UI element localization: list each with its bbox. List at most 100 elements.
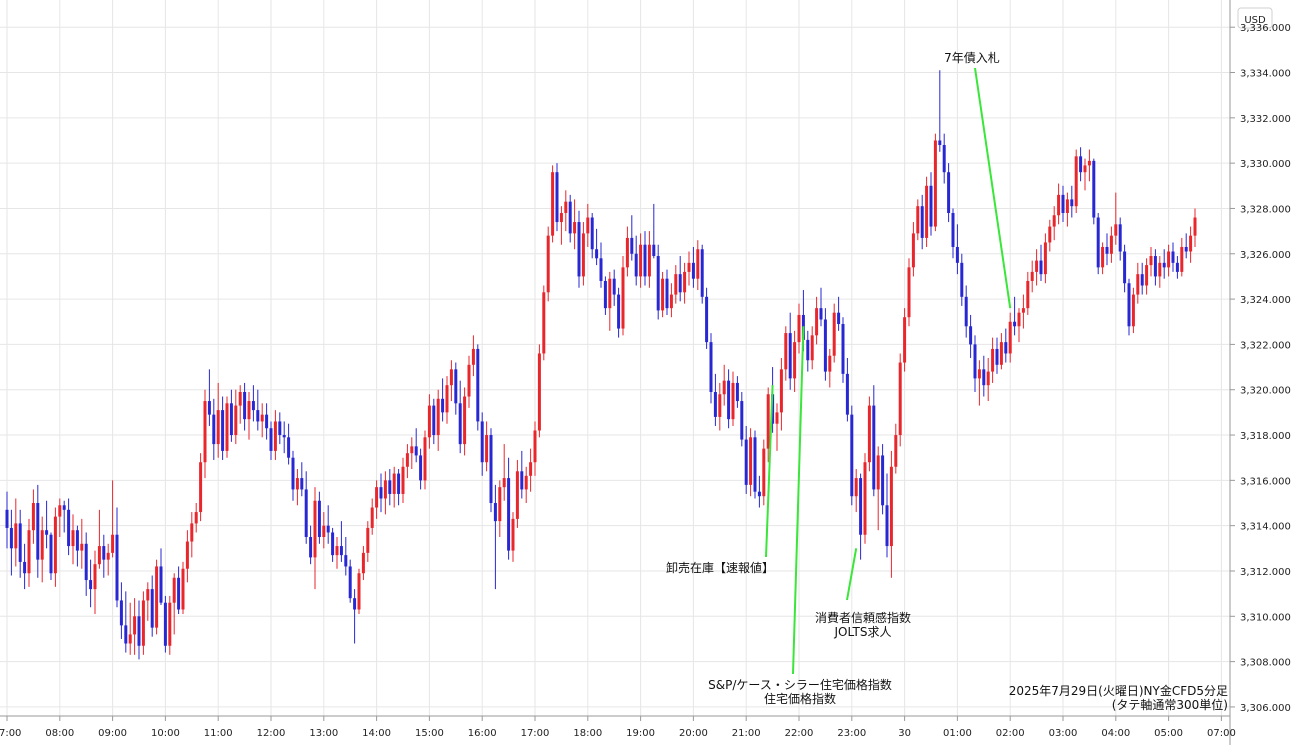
- candle-body: [1026, 280, 1030, 309]
- candle-body: [916, 206, 920, 234]
- candle-body: [212, 414, 216, 445]
- candle-body: [520, 471, 524, 490]
- candle-body: [111, 534, 115, 553]
- candle-body: [533, 430, 537, 463]
- time-tick-label: 08:00: [45, 728, 74, 739]
- candle-body: [124, 625, 128, 644]
- candle-body: [49, 534, 53, 574]
- candle-body: [1030, 271, 1034, 281]
- candle-body: [1039, 260, 1043, 275]
- candle-body: [392, 473, 396, 494]
- chart-footnote-line1: 2025年7月29日(火曜日)NY金CFD5分足: [1009, 683, 1228, 698]
- candle-body: [89, 580, 93, 590]
- candle-body: [203, 401, 207, 463]
- candle-body: [445, 385, 449, 413]
- candle-body: [1105, 246, 1109, 254]
- time-tick-label: 12:00: [257, 728, 286, 739]
- candle-body: [845, 373, 849, 415]
- candle-body: [80, 543, 84, 551]
- candle-body: [40, 530, 44, 560]
- candle-body: [529, 462, 533, 476]
- candle-body: [190, 523, 194, 542]
- candle-body: [797, 314, 801, 343]
- candle-body: [815, 308, 819, 336]
- candle-body: [903, 317, 907, 363]
- price-tick-label: 3,314.000: [1240, 522, 1291, 533]
- candle-body: [762, 448, 766, 497]
- axes: USD: [0, 0, 1273, 745]
- candle-body: [731, 382, 735, 420]
- time-tick-label: 13:00: [309, 728, 338, 739]
- candle-body: [436, 398, 440, 436]
- candle-body: [647, 244, 651, 277]
- time-tick-label: 03:00: [1049, 728, 1078, 739]
- candle-body: [511, 518, 515, 551]
- candle-body: [925, 185, 929, 238]
- candle-body: [1162, 262, 1166, 268]
- candle-body: [977, 369, 981, 379]
- candle-body: [335, 546, 339, 556]
- candle-body: [432, 405, 436, 436]
- candle-body: [467, 364, 471, 397]
- candle-body: [463, 396, 467, 445]
- candle-body: [1180, 246, 1184, 272]
- candle-body: [326, 525, 330, 533]
- candle-body: [1118, 224, 1122, 252]
- currency-badge[interactable]: [1237, 7, 1273, 29]
- candle-body: [194, 512, 198, 524]
- candle-body: [625, 237, 629, 268]
- candle-body: [960, 262, 964, 297]
- candle-body: [1079, 156, 1083, 173]
- candle-body: [265, 414, 269, 429]
- candle-body: [489, 435, 493, 504]
- candle-body: [1052, 215, 1056, 227]
- time-tick-label: 04:00: [1101, 728, 1130, 739]
- candle-body: [401, 466, 405, 494]
- candle-body: [159, 566, 163, 603]
- price-tick-label: 3,332.000: [1240, 114, 1291, 125]
- candle-body: [458, 403, 462, 445]
- candle-body: [1171, 251, 1175, 263]
- callout-label: 7年債入札: [944, 50, 1000, 65]
- price-tick-label: 3,334.000: [1240, 69, 1291, 80]
- candle-body: [863, 462, 867, 535]
- candle-body: [819, 308, 823, 320]
- candle-body: [595, 249, 599, 259]
- candle-body: [58, 505, 62, 517]
- candle-body: [375, 487, 379, 508]
- candle-body: [639, 244, 643, 277]
- candle-body: [238, 391, 242, 406]
- candle-body: [696, 249, 700, 279]
- candle-body: [876, 455, 880, 490]
- candle-body: [951, 212, 955, 247]
- candle-body: [854, 478, 858, 497]
- candle-body: [656, 256, 660, 311]
- currency-label: USD: [1244, 15, 1266, 26]
- candle-body: [573, 222, 577, 234]
- candle-body: [665, 278, 669, 309]
- candle-body: [304, 489, 308, 537]
- candle-body: [185, 541, 189, 569]
- candle-body: [788, 333, 792, 379]
- candle-body: [986, 371, 990, 386]
- candle-body: [537, 353, 541, 431]
- candle-body: [141, 600, 145, 646]
- candle-body: [586, 217, 590, 234]
- candle-body: [1149, 256, 1153, 266]
- candle-body: [256, 410, 260, 422]
- candle-body: [757, 491, 761, 497]
- candle-body: [1096, 217, 1100, 268]
- candle-body: [414, 446, 418, 456]
- price-tick-label: 3,306.000: [1240, 703, 1291, 714]
- price-tick-label: 3,318.000: [1240, 431, 1291, 442]
- candle-body: [287, 437, 291, 458]
- candle-body: [163, 602, 167, 646]
- candle-body: [476, 348, 480, 422]
- candle-body: [995, 348, 999, 365]
- candle-body: [1074, 156, 1078, 207]
- candle-body: [84, 543, 88, 581]
- candle-body: [515, 471, 519, 519]
- time-tick-label: 18:00: [573, 728, 602, 739]
- candle-body: [27, 530, 31, 574]
